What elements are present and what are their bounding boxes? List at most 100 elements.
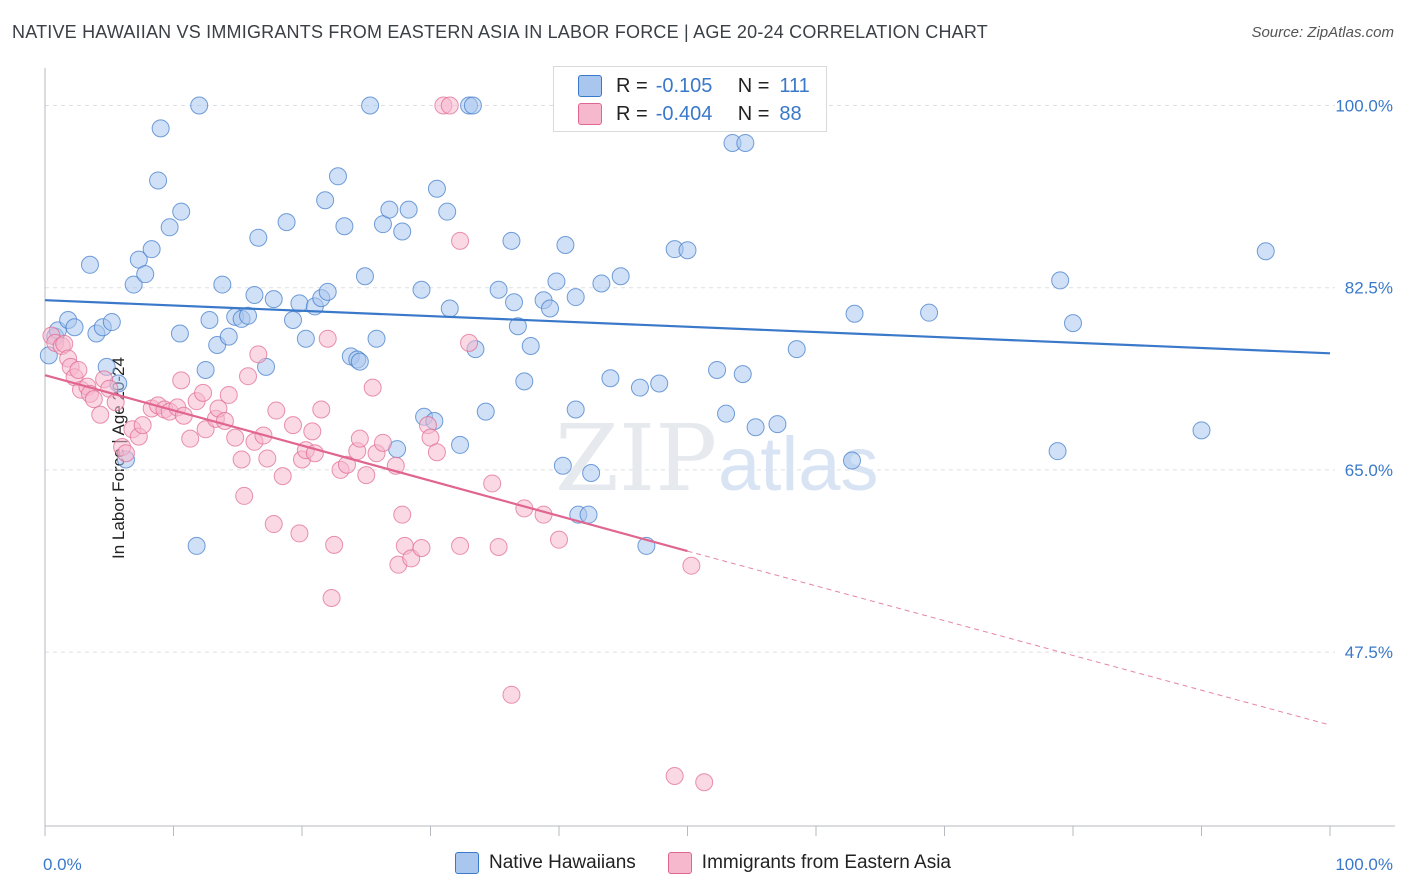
trend-line-eastern-asia-extrapolated — [687, 550, 1331, 726]
point-native-hawaiian — [476, 402, 495, 421]
point-eastern-asia — [239, 367, 258, 386]
point-eastern-asia — [325, 535, 344, 554]
point-native-hawaiian — [277, 213, 296, 232]
x-tick-label: 0.0% — [43, 855, 82, 874]
point-native-hawaiian — [787, 340, 806, 359]
point-eastern-asia — [249, 345, 268, 364]
point-native-hawaiian — [328, 167, 347, 186]
point-eastern-asia — [181, 429, 200, 448]
point-native-hawaiian — [239, 306, 258, 325]
point-native-hawaiian — [284, 310, 303, 329]
point-native-hawaiian — [611, 267, 630, 286]
point-eastern-asia — [235, 486, 254, 505]
legend-row-eastern-asia: R = -0.404 N = 88 — [578, 101, 802, 127]
point-native-hawaiian — [521, 337, 540, 356]
legend-label: Immigrants from Eastern Asia — [701, 852, 951, 873]
watermark: ZIP atlas — [555, 405, 879, 512]
point-native-hawaiian — [678, 241, 697, 260]
point-eastern-asia — [284, 416, 303, 435]
point-native-hawaiian — [355, 267, 374, 286]
point-native-hawaiian — [350, 352, 369, 371]
data-points — [39, 96, 1275, 792]
point-native-hawaiian — [149, 171, 168, 190]
legend-r-value: -0.404 — [655, 102, 713, 125]
point-eastern-asia — [91, 405, 110, 424]
point-native-hawaiian — [1064, 314, 1082, 333]
point-native-hawaiian — [601, 369, 620, 388]
axes — [44, 68, 1395, 836]
point-native-hawaiian — [367, 329, 386, 348]
x-tick-labels: 0.0% 100.0% — [43, 855, 1393, 874]
point-native-hawaiian — [1192, 421, 1211, 440]
point-eastern-asia — [363, 378, 382, 397]
legend-n-value: 88 — [779, 102, 802, 125]
point-eastern-asia — [460, 333, 479, 352]
point-eastern-asia — [665, 767, 684, 786]
point-native-hawaiian — [556, 236, 575, 255]
point-eastern-asia — [682, 556, 701, 575]
point-eastern-asia — [695, 773, 714, 792]
point-eastern-asia — [219, 385, 238, 404]
legend-n-value: 111 — [779, 74, 810, 97]
point-native-hawaiian — [170, 324, 189, 343]
x-tick-label: 100.0% — [1335, 855, 1393, 874]
legend-swatch-pink — [578, 103, 602, 125]
point-eastern-asia — [232, 450, 251, 469]
point-native-hawaiian — [124, 275, 143, 294]
point-native-hawaiian — [1051, 271, 1070, 290]
point-native-hawaiian — [736, 133, 755, 152]
trend-lines — [44, 299, 1331, 726]
point-native-hawaiian — [1048, 442, 1067, 461]
point-native-hawaiian — [65, 318, 84, 337]
point-native-hawaiian — [1256, 242, 1275, 261]
point-native-hawaiian — [245, 285, 264, 304]
point-eastern-asia — [350, 429, 369, 448]
point-eastern-asia — [303, 422, 322, 441]
point-native-hawaiian — [717, 404, 736, 423]
series-legend: Native Hawaiians Immigrants from Eastern… — [0, 852, 1406, 874]
y-tick-label: 82.5% — [1345, 279, 1393, 298]
point-native-hawaiian — [172, 202, 191, 221]
point-eastern-asia — [258, 449, 277, 468]
point-native-hawaiian — [361, 96, 380, 115]
legend-item-eastern-asia[interactable]: Immigrants from Eastern Asia — [667, 852, 951, 874]
point-native-hawaiian — [566, 400, 585, 419]
point-eastern-asia — [393, 505, 412, 524]
point-native-hawaiian — [316, 191, 335, 210]
point-eastern-asia — [550, 530, 568, 549]
point-native-hawaiian — [296, 329, 315, 348]
point-native-hawaiian — [318, 282, 337, 301]
legend-row-native-hawaiians: R = -0.105 N = 111 — [578, 73, 810, 99]
point-native-hawaiian — [708, 360, 727, 379]
point-eastern-asia — [267, 401, 286, 420]
legend-item-native-hawaiians[interactable]: Native Hawaiians — [455, 852, 636, 874]
point-native-hawaiian — [190, 96, 209, 115]
legend-swatch-pink — [667, 852, 692, 874]
point-eastern-asia — [451, 231, 470, 250]
source-credit: Source: ZipAtlas.com — [1251, 24, 1394, 41]
point-native-hawaiian — [508, 317, 527, 336]
point-eastern-asia — [483, 474, 502, 493]
point-native-hawaiian — [80, 255, 99, 274]
point-eastern-asia — [69, 360, 88, 379]
point-eastern-asia — [84, 390, 103, 409]
legend-swatch-blue — [455, 852, 479, 874]
point-eastern-asia — [373, 433, 392, 452]
point-eastern-asia — [357, 466, 376, 485]
point-native-hawaiian — [399, 200, 418, 219]
chart-title: NATIVE HAWAIIAN VS IMMIGRANTS FROM EASTE… — [12, 22, 988, 42]
legend-label: Native Hawaiians — [489, 852, 636, 873]
y-tick-label: 100.0% — [1335, 96, 1393, 115]
point-native-hawaiian — [142, 240, 161, 259]
point-native-hawaiian — [264, 290, 283, 309]
grid-lines — [45, 104, 1335, 653]
y-tick-labels: 47.5% 65.0% 82.5% 100.0% — [1335, 96, 1393, 662]
trend-line-native-hawaiian — [44, 299, 1331, 355]
point-native-hawaiian — [438, 202, 457, 221]
point-native-hawaiian — [541, 299, 560, 318]
point-eastern-asia — [427, 443, 446, 462]
point-native-hawaiian — [290, 294, 309, 313]
legend-r-label: R = — [616, 74, 648, 97]
point-native-hawaiian — [505, 293, 524, 312]
point-eastern-asia — [451, 536, 470, 555]
